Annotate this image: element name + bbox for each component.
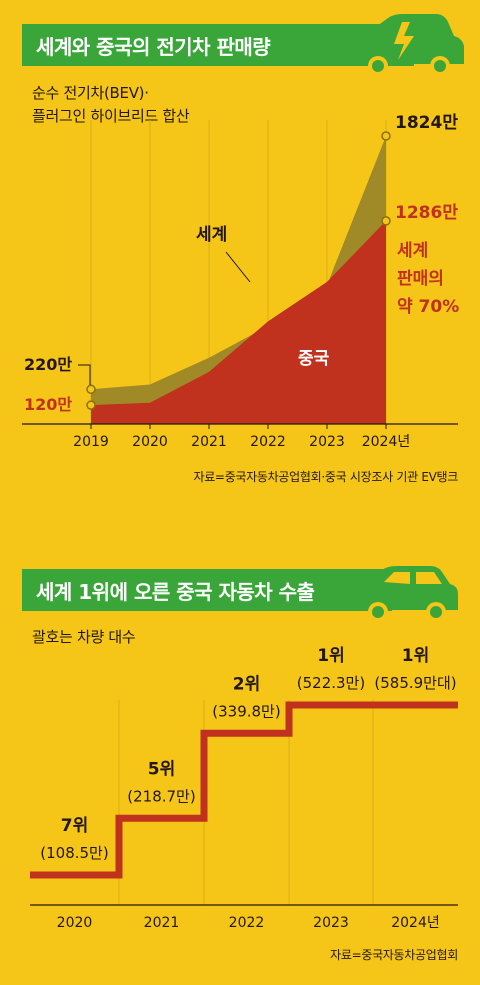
chart1-tick-label: 2019 — [73, 434, 109, 450]
chart1-series-label-world: 세계 — [196, 225, 227, 245]
chart1-point-marker — [86, 384, 96, 395]
chart1-annotation-line3: 약 70% — [397, 296, 459, 317]
chart2-rank-label: 2위 — [233, 674, 260, 694]
chart2-volume-label: (108.5만) — [40, 844, 108, 862]
chart1-x-ticks: 2019 2020 2021 2022 2023 2024년 — [73, 424, 410, 450]
chart2-data-labels: 7위 (108.5만) 5위 (218.7만) 2위 (339.8만) 1위 (522.3만)… — [40, 646, 456, 862]
chart1-source: 자료=중국자동차공업협회·중국 시장조사 기관 EV탱크 — [193, 470, 458, 484]
chart2-rank-label: 7위 — [61, 816, 88, 836]
chart2-subtitle: 괄호는 차량 대수 — [32, 628, 136, 646]
chart1-point-marker — [381, 216, 391, 226]
chart1-tick-label: 2021 — [191, 434, 227, 450]
chart1-tick-label: 2023 — [309, 434, 345, 450]
ev-car-lightning-icon — [358, 14, 464, 76]
chart1-point-marker — [86, 400, 96, 410]
chart1-tick-label: 2024년 — [362, 434, 411, 450]
chart1-subtitle-line1: 순수 전기차(BEV)· — [32, 84, 149, 102]
chart2-rank-label: 1위 — [402, 646, 429, 666]
chart1-title: 세계와 중국의 전기차 판매량 — [36, 34, 271, 59]
chart1-point-marker — [381, 131, 391, 141]
chart2-rank-step-line — [30, 701, 458, 879]
chart1-annotation-line2: 판매의 — [397, 269, 444, 289]
chart2-rank-label: 5위 — [148, 759, 175, 779]
chart2-volume-label: (585.9만대) — [374, 674, 456, 692]
chart1-series-china-area — [91, 220, 386, 424]
chart1-tick-label: 2020 — [132, 434, 168, 450]
chart1-area-plot: 2019 2020 2021 2022 2023 2024년 220만 120만 1824… — [22, 113, 459, 450]
chart1-leader-world — [225, 251, 251, 283]
chart2-tick-label: 2020 — [57, 915, 93, 931]
chart2-rank-label: 1위 — [317, 646, 344, 666]
chart2-volume-label: (339.8만) — [212, 702, 280, 720]
chart1-series-label-china: 중국 — [298, 349, 330, 369]
car-icon — [358, 566, 458, 622]
chart1-label-start-china: 120만 — [24, 395, 72, 414]
chart2-source: 자료=중국자동차공업협회 — [330, 948, 458, 962]
chart1-tick-label: 2022 — [250, 434, 286, 450]
chart2-title-banner: 세계 1위에 오른 중국 자동차 수출 — [22, 569, 392, 611]
chart1-title-banner: 세계와 중국의 전기차 판매량 — [22, 24, 414, 66]
chart1-leader-start-world — [78, 364, 91, 385]
chart1-label-start-world: 220만 — [24, 355, 72, 374]
chart1-label-end-china: 1286만 — [395, 203, 458, 223]
chart2-tick-label: 2022 — [229, 915, 265, 931]
chart2-tick-label: 2024년 — [391, 915, 440, 931]
chart2-tick-label: 2021 — [144, 915, 180, 931]
chart2-volume-label: (218.7만) — [127, 787, 195, 805]
chart1-annotation-line1: 세계 — [397, 241, 428, 261]
chart2-tick-label: 2023 — [313, 915, 349, 931]
chart2-x-ticks: 2020 2021 2022 2023 2024년 — [57, 915, 440, 931]
chart2-volume-label: (522.3만) — [297, 674, 365, 692]
chart1-point-markers — [86, 131, 391, 410]
chart2-title: 세계 1위에 오른 중국 자동차 수출 — [36, 579, 315, 604]
chart1-label-end-world: 1824만 — [395, 113, 458, 133]
